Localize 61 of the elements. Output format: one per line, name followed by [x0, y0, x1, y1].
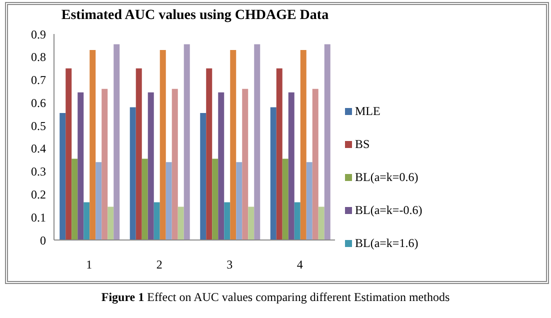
bar: [300, 50, 306, 240]
y-tick-label: 0.4: [31, 142, 46, 156]
bar: [72, 158, 78, 240]
y-tick-label: 0.3: [31, 164, 46, 179]
bar: [154, 202, 160, 240]
x-tick-label: 1: [86, 258, 92, 272]
bar: [84, 202, 90, 240]
bar: [160, 50, 166, 240]
bar: [96, 162, 102, 240]
bar: [206, 68, 212, 240]
bar: [172, 88, 178, 240]
bar: [142, 158, 148, 240]
bar: [178, 206, 184, 240]
bar: [242, 88, 248, 240]
bar: [136, 68, 142, 240]
bar: [166, 162, 172, 240]
x-tick-label: 2: [156, 258, 162, 272]
bar: [224, 202, 230, 240]
bar: [294, 202, 300, 240]
bar: [200, 112, 206, 240]
y-tick-label: 0.5: [31, 118, 46, 133]
chart-title: Estimated AUC values using CHDAGE Data: [60, 8, 330, 24]
y-tick-label: 0: [40, 233, 46, 248]
x-tick-label: 3: [226, 258, 233, 272]
bar: [66, 68, 72, 240]
bar: [218, 92, 224, 240]
y-tick-label: 0.1: [31, 210, 46, 224]
y-tick-label: 0.2: [31, 187, 46, 202]
bar: [78, 92, 84, 240]
bar: [184, 44, 190, 240]
bar: [114, 44, 120, 240]
bar: [270, 107, 276, 240]
y-tick-label: 0.8: [31, 50, 46, 64]
bar: [318, 206, 324, 240]
y-tick-label: 0.6: [31, 96, 46, 110]
legend-label: BL(a=k=0.6): [355, 170, 418, 185]
bar: [312, 88, 318, 240]
bar: [230, 50, 236, 240]
caption: Figure 1 Effect on AUC values comparing different Estimation methods: [100, 290, 451, 305]
x-tick-label: 4: [296, 258, 303, 272]
bar: [130, 107, 136, 240]
bar: [148, 92, 154, 240]
bar: [288, 92, 294, 240]
legend-label: MLE: [355, 104, 380, 119]
bar: [236, 162, 242, 240]
bar: [108, 206, 114, 240]
y-tick-label: 0.7: [31, 73, 46, 88]
bar: [306, 162, 312, 240]
legend-label: BL(a=k=-0.6): [355, 203, 422, 218]
bar: [102, 88, 108, 240]
bar: [60, 112, 66, 240]
y-tick-label: 0.9: [31, 27, 46, 42]
bar: [90, 50, 96, 240]
legend-label: BS: [355, 137, 370, 152]
bar: [324, 44, 330, 240]
bar: [282, 158, 288, 240]
bar: [212, 158, 218, 240]
legend-label: BL(a=k=1.6): [355, 236, 418, 251]
bar: [276, 68, 282, 240]
bar: [248, 206, 254, 240]
bar: [254, 44, 260, 240]
